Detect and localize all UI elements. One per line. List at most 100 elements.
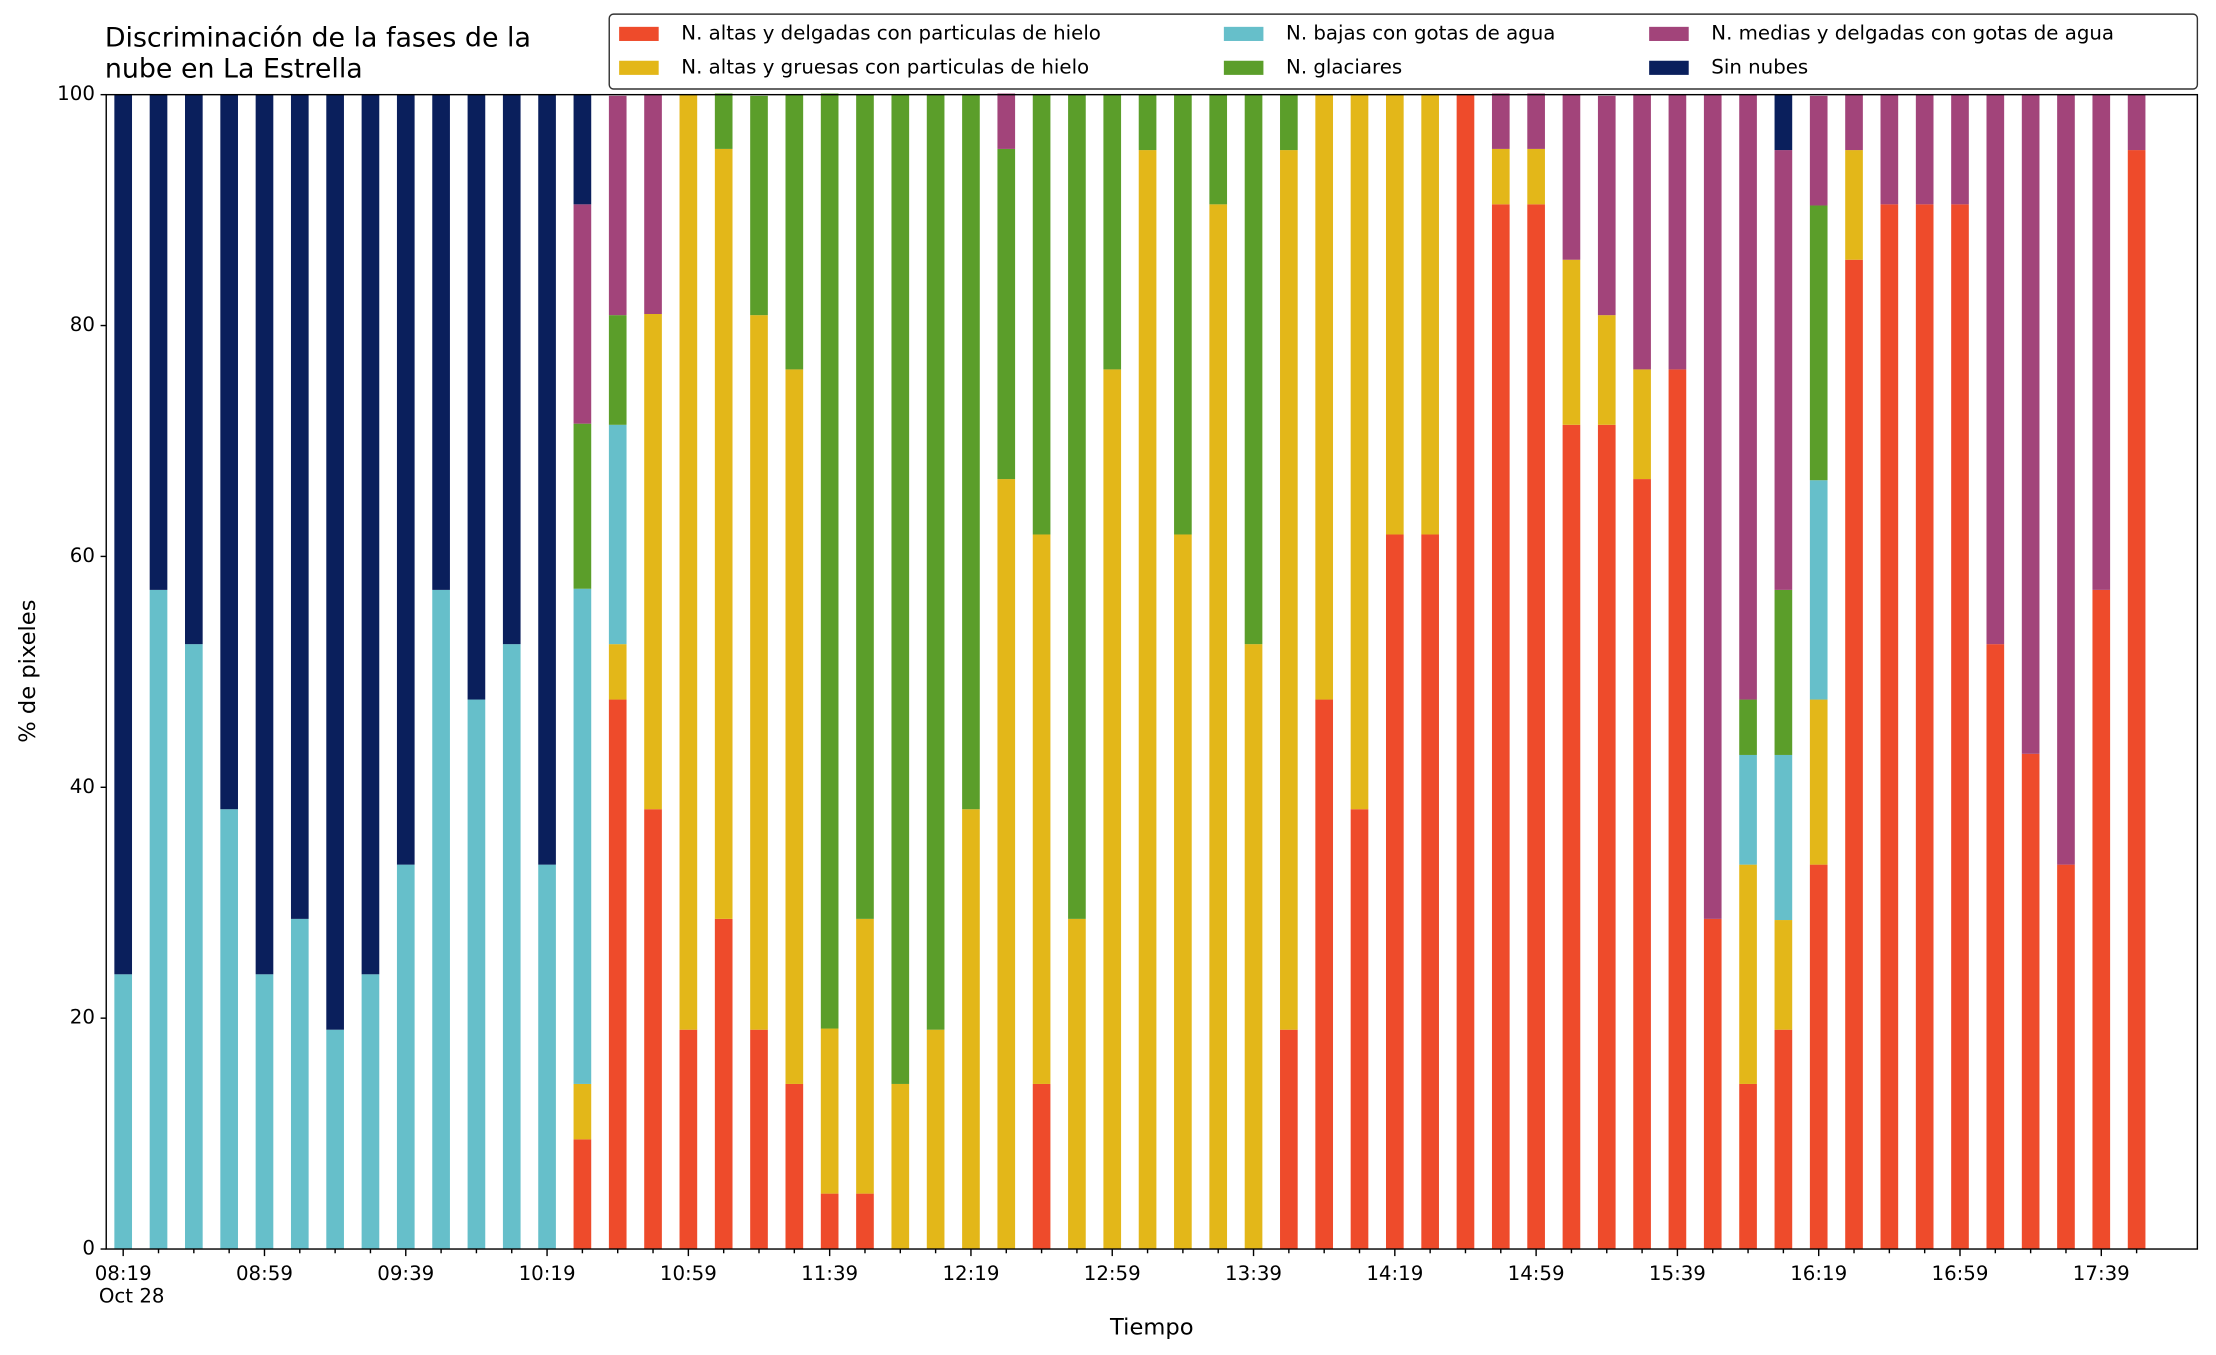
x-tick-label: 15:39	[1649, 1262, 1706, 1285]
chart-title: Discriminación de la fases de la nube en…	[104, 22, 531, 85]
x-tick-label: 13:39	[1225, 1262, 1282, 1285]
bar-segment	[1597, 424, 1616, 1250]
bar-segment	[1668, 369, 1687, 1250]
bar-segment	[608, 644, 627, 700]
bar-segment	[396, 864, 415, 1250]
bar-segment	[1633, 369, 1651, 480]
bar-segment	[326, 1029, 344, 1250]
bar-segment	[714, 93, 733, 149]
bar-segment	[573, 588, 592, 1084]
bar-segment	[997, 93, 1016, 149]
bar-segment	[1491, 204, 1510, 1250]
bar-segment	[2057, 94, 2075, 865]
bar-segment	[1491, 148, 1510, 205]
bar-segment	[502, 644, 521, 1250]
bar-segment	[573, 423, 592, 589]
bar-segment	[1809, 95, 1828, 206]
bar-segment	[1032, 534, 1051, 1084]
bar-segment	[1668, 94, 1687, 370]
bar-segment	[149, 589, 168, 1250]
legend-swatch	[1649, 60, 1689, 75]
bar-segment	[785, 94, 804, 370]
bar-segment	[538, 864, 556, 1250]
bar-segment	[1562, 94, 1581, 260]
x-tick-label: 12:59	[1084, 1262, 1141, 1285]
bar-segment	[750, 1029, 768, 1250]
legend-swatch	[619, 60, 659, 75]
bar-segment	[1527, 204, 1545, 1250]
bar-segment	[644, 313, 662, 810]
bar-segment	[2021, 753, 2040, 1250]
bar-segment	[1774, 589, 1793, 755]
bar-segment	[1032, 1083, 1051, 1250]
bar-segment	[1774, 94, 1793, 151]
bar-segment	[1385, 534, 1404, 1250]
bar-segment	[1280, 150, 1298, 1030]
bar-segment	[1739, 94, 1757, 700]
bar-segment	[1739, 864, 1757, 1084]
bar-segment	[679, 94, 698, 1030]
bar-segment	[467, 699, 486, 1250]
x-tick-label: 12:19	[942, 1262, 999, 1285]
bar-segment	[1562, 424, 1581, 1250]
bar-segment	[1456, 94, 1475, 1250]
bar-segment	[1809, 480, 1828, 700]
legend-swatch	[1223, 60, 1264, 75]
legend-swatch	[619, 26, 659, 41]
x-axis-label: Tiempo	[1109, 1315, 1193, 1341]
x-tick-label: 09:39	[377, 1262, 434, 1285]
bar-segment	[1915, 204, 1934, 1250]
x-tick-label: 08:19	[95, 1262, 152, 1285]
bar-segment	[856, 1193, 874, 1250]
bar-segment	[891, 1083, 910, 1250]
bar-segment	[1138, 150, 1157, 1250]
bar-segment	[1915, 94, 1934, 205]
bar-segment	[962, 809, 980, 1250]
bar-segment	[1774, 1029, 1793, 1250]
bar-segment	[1103, 369, 1122, 1250]
bar-segment	[185, 644, 203, 1250]
legend-label: N. altas y delgadas con particulas de hi…	[681, 21, 1101, 44]
bar-segment	[1350, 94, 1369, 810]
bar-segment	[1491, 93, 1510, 149]
bar-segment	[255, 94, 274, 975]
legend-label: N. bajas con gotas de agua	[1286, 21, 1555, 44]
bar-segment	[1315, 699, 1334, 1250]
x-tick-label: 16:59	[1932, 1262, 1989, 1285]
bar-segment	[361, 974, 380, 1250]
bar-segment	[1562, 259, 1581, 425]
x-tick-label: 08:59	[236, 1262, 293, 1285]
bar-segment	[785, 1083, 804, 1250]
bar-segment	[1244, 94, 1263, 645]
bar-segment	[1880, 204, 1899, 1250]
bar-segment	[290, 94, 309, 919]
bar-segment	[1986, 94, 2005, 645]
x-tick-label: 14:19	[1366, 1262, 1423, 1285]
bar-segment	[608, 424, 627, 645]
legend-swatch	[1649, 26, 1689, 41]
bar-segment	[114, 94, 133, 975]
bar-segment	[1951, 204, 1969, 1250]
bar-segment	[714, 918, 733, 1250]
bar-segment	[997, 479, 1016, 1250]
bar-segment	[573, 204, 592, 424]
bar-segment	[2021, 94, 2040, 754]
bar-segment	[1809, 699, 1828, 865]
bar-segment	[1597, 315, 1616, 425]
bar-segment	[1068, 918, 1086, 1250]
bar-segment	[785, 369, 804, 1084]
title-box: Discriminación de la fases de la nube en…	[104, 22, 531, 85]
bar-segment	[573, 1139, 592, 1250]
x-sub-label: Oct 28	[99, 1285, 165, 1308]
bar-segment	[1986, 644, 2005, 1250]
y-tick-label: 80	[70, 313, 95, 336]
legend-label: N. altas y gruesas con particulas de hie…	[681, 55, 1089, 78]
x-tick-label: 10:19	[519, 1262, 576, 1285]
bar-segment	[1951, 94, 1969, 205]
bar-segment	[220, 94, 238, 810]
y-tick-label: 0	[82, 1237, 95, 1260]
y-tick-label: 40	[70, 775, 95, 798]
bar-segment	[2057, 864, 2075, 1250]
x-tick-label: 16:19	[1790, 1262, 1847, 1285]
